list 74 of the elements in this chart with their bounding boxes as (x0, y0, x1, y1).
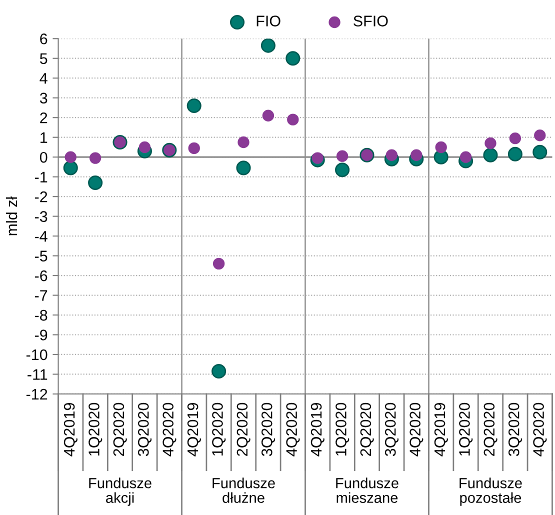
y-tick-label: -10 (26, 349, 48, 360)
point (212, 364, 226, 379)
point (410, 149, 422, 161)
point (138, 141, 151, 154)
y-tick-label: -1 (34, 172, 48, 182)
legend-label: SFIO (354, 16, 388, 26)
x-tick-label: 2Q2020 (360, 402, 374, 456)
x-tick-label: 2Q2020 (236, 402, 250, 456)
x-tick-label: 4Q2019 (187, 403, 201, 456)
y-axis-title: mld zł (6, 196, 18, 236)
point (335, 162, 350, 178)
x-tick-label: 2Q2020 (484, 402, 498, 456)
point (63, 160, 78, 176)
point (260, 38, 276, 53)
x-tick-label: 1Q2020 (212, 402, 226, 456)
y-tick-label: -12 (26, 388, 48, 400)
x-tick-label: 1Q2020 (459, 402, 473, 456)
x-tick-label: 3Q2020 (384, 402, 399, 456)
x-tick-label: 4Q2020 (533, 402, 547, 456)
point (262, 110, 274, 122)
y-tick-label: 6 (40, 33, 48, 44)
x-tick-label: 4Q2019 (434, 403, 448, 456)
point (89, 152, 102, 164)
point (484, 137, 496, 150)
point (483, 148, 498, 162)
point (532, 144, 548, 160)
y-tick-label: 0 (40, 152, 48, 163)
point (509, 132, 522, 144)
point (386, 149, 398, 161)
point (336, 150, 348, 162)
point (460, 151, 472, 163)
point (236, 160, 251, 176)
y-tick-label: 2 (40, 112, 48, 124)
point (238, 136, 250, 148)
point (212, 258, 225, 270)
point (508, 146, 522, 162)
y-tick-label: 1 (40, 132, 48, 143)
point (312, 152, 324, 164)
legend-label: FIO (256, 16, 280, 26)
y-tick-label: -11 (28, 369, 48, 380)
point (186, 98, 202, 114)
point (287, 114, 299, 126)
y-tick-label: 3 (40, 92, 48, 104)
x-tick-label: 1Q2020 (336, 402, 350, 456)
y-tick-label: -8 (34, 310, 48, 321)
x-tick-label: 3Q2020 (261, 402, 276, 456)
x-tick-label: 3Q2020 (138, 402, 152, 456)
point (435, 141, 447, 154)
y-tick-label: -2 (34, 191, 48, 202)
x-tick-label: 4Q2019 (310, 403, 324, 456)
x-tick-label: 4Q2020 (410, 402, 424, 456)
x-tick-label: 1Q2020 (88, 402, 102, 456)
point (64, 151, 76, 163)
point (286, 51, 300, 66)
text: Fundusze mieszane (336, 478, 398, 503)
x-tick-label: 4Q2020 (286, 402, 300, 456)
text: Fundusze pozostałe (460, 478, 522, 506)
text: Fundusze dłużne (212, 478, 275, 503)
x-tick-label: 4Q2019 (64, 403, 78, 456)
x-tick-label: 2Q2020 (113, 402, 127, 456)
y-tick-label: -7 (34, 290, 48, 301)
text: Fundusze akcji (89, 478, 152, 506)
point (188, 142, 200, 154)
y-tick-label: -5 (34, 250, 48, 262)
y-tick-label: -4 (34, 231, 48, 242)
y-tick-label: 5 (40, 53, 48, 64)
y-tick-label: -6 (34, 270, 48, 282)
y-tick-label: 4 (40, 73, 48, 84)
point (534, 130, 546, 142)
x-tick-label: 3Q2020 (508, 402, 522, 456)
y-tick-label: -3 (34, 211, 48, 222)
point (88, 175, 103, 190)
x-tick-label: 4Q2020 (162, 402, 176, 456)
y-tick-label: -9 (34, 330, 48, 340)
